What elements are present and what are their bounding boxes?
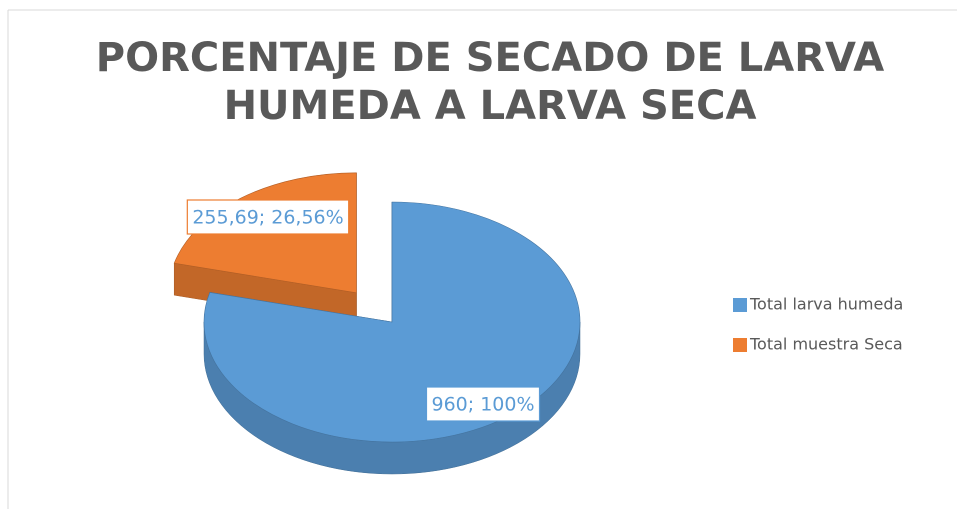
legend-label: Total larva humeda [749,295,903,314]
data-label: 255,69; 26,56% [186,199,350,235]
legend-swatch [733,338,747,352]
data-label: 960; 100% [425,386,541,422]
data-label-text: 960; 100% [431,394,534,416]
chart-title: PORCENTAJE DE SECADO DE LARVA HUMEDA A LA… [96,35,885,129]
data-label-text: 255,69; 26,56% [192,207,343,229]
legend-label: Total muestra Seca [749,335,903,354]
data-labels: 960; 100% 255,69; 26,56% [186,199,541,422]
legend-swatch [733,298,747,312]
legend: Total larva humeda Total muestra Seca [733,295,903,354]
data-label-box [186,199,350,235]
data-label-box [425,386,541,422]
